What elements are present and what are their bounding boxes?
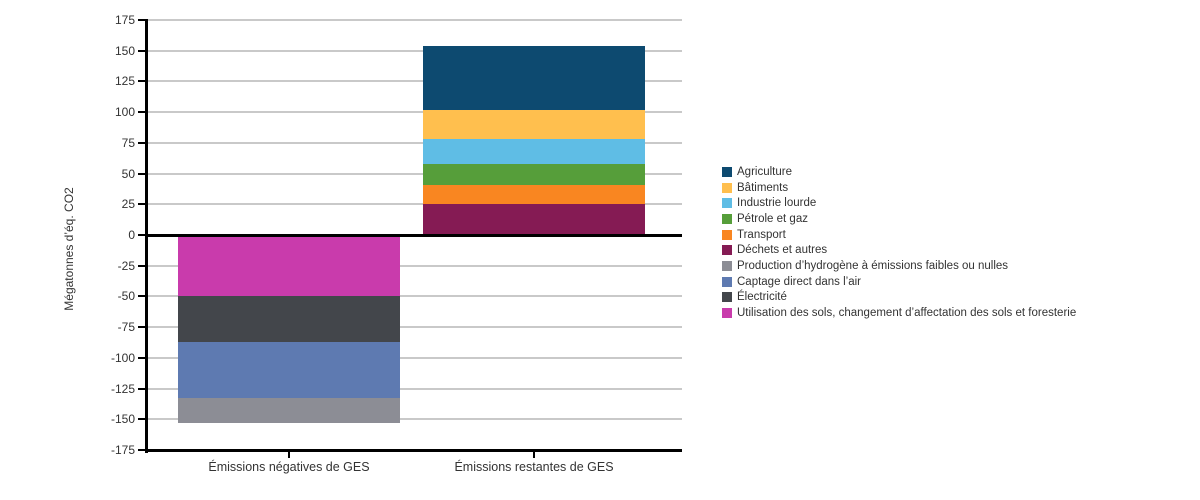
x-axis-label-negative-emissions: Émissions négatives de GES xyxy=(208,460,370,474)
y-axis-tick xyxy=(138,418,146,421)
chart-legend: Agriculture Bâtiments Industrie lourde Pétr… xyxy=(722,164,1076,321)
y-axis-tick xyxy=(138,326,146,329)
x-axis-line xyxy=(145,449,682,452)
legend-item-d-chets-et-autres[interactable]: Déchets et autres xyxy=(722,242,1076,258)
legend-item-production-d-hydrog-ne-missions-faibles-ou-nulles[interactable]: Production d’hydrogène à émissions faibl… xyxy=(722,258,1076,274)
legend-swatch-icon xyxy=(722,166,732,177)
y-axis-tick xyxy=(138,172,146,175)
gridline xyxy=(148,387,682,390)
y-tick-label: 75 xyxy=(121,135,135,150)
legend-item-lectricit[interactable]: Électricité xyxy=(722,290,1076,306)
y-tick-label: -25 xyxy=(117,258,135,273)
y-tick-label: 175 xyxy=(114,13,135,27)
legend-label: Utilisation des sols, changement d’affec… xyxy=(737,307,1077,320)
y-axis-tick xyxy=(138,203,146,206)
gridline xyxy=(148,49,682,52)
gridline xyxy=(148,141,682,144)
legend-label: Captage direct dans l’air xyxy=(737,275,862,288)
bar-segment-captage-direct-dans-l-air[interactable] xyxy=(178,341,400,399)
legend-label: Agriculture xyxy=(737,165,792,178)
legend-label: Déchets et autres xyxy=(737,244,828,257)
legend-swatch-icon xyxy=(722,308,732,319)
legend-label: Bâtiments xyxy=(737,181,789,194)
bar-segment-b-timents[interactable] xyxy=(423,109,645,140)
y-axis-tick xyxy=(138,49,146,52)
y-tick-label: -100 xyxy=(110,350,135,365)
y-axis-tick xyxy=(138,295,146,298)
y-axis-tick xyxy=(138,80,146,83)
x-axis-tick xyxy=(533,452,535,458)
y-axis-tick xyxy=(138,19,146,21)
y-axis-tick xyxy=(138,111,146,114)
y-axis-tick xyxy=(138,356,146,359)
gridline xyxy=(148,295,682,298)
legend-swatch-icon xyxy=(722,260,732,271)
bar-segment-p-trole-et-gaz[interactable] xyxy=(423,163,645,185)
gridline xyxy=(148,356,682,359)
x-axis-label-remaining-emissions: Émissions restantes de GES xyxy=(454,460,614,474)
y-tick-label: 50 xyxy=(121,166,135,181)
legend-swatch-icon xyxy=(722,182,732,193)
legend-item-industrie-lourde[interactable]: Industrie lourde xyxy=(722,195,1076,211)
gridline xyxy=(148,418,682,421)
legend-swatch-icon xyxy=(722,198,732,209)
legend-item-transport[interactable]: Transport xyxy=(722,227,1076,243)
y-tick-label: -150 xyxy=(110,412,135,427)
bar-segment-d-chets-et-autres[interactable] xyxy=(423,204,645,235)
y-axis-tick xyxy=(138,387,146,390)
y-tick-label: -125 xyxy=(110,381,135,396)
bar-segment-production-d-hydrog-ne-missions-faibles-ou-nulles[interactable] xyxy=(178,398,400,423)
legend-item-b-timents[interactable]: Bâtiments xyxy=(722,180,1076,196)
legend-swatch-icon xyxy=(722,229,732,240)
legend-swatch-icon xyxy=(722,213,732,224)
y-tick-label: -75 xyxy=(117,320,135,335)
legend-label: Pétrole et gaz xyxy=(737,212,808,225)
y-tick-label: 0 xyxy=(128,228,135,242)
gridline xyxy=(148,111,682,114)
legend-item-utilisation-des-sols-changement-d-affectation-des-sols-et-foresterie[interactable]: Utilisation des sols, changement d’affec… xyxy=(722,305,1076,321)
gridline xyxy=(148,172,682,175)
bar-segment-utilisation-des-sols-changement-d-affectation-des-sols-et-foresterie[interactable] xyxy=(178,235,400,297)
y-tick-label: -175 xyxy=(110,443,135,457)
legend-swatch-icon xyxy=(722,276,732,287)
y-axis-tick xyxy=(138,449,146,451)
y-tick-label: -50 xyxy=(117,289,135,304)
legend-item-captage-direct-dans-l-air[interactable]: Captage direct dans l’air xyxy=(722,274,1076,290)
legend-label: Transport xyxy=(737,228,786,241)
y-tick-label: 100 xyxy=(114,105,135,120)
bar-segment-agriculture[interactable] xyxy=(423,45,645,110)
y-axis-title: Mégatonnes d’éq. CO2 xyxy=(62,187,76,311)
bar-segment-lectricit[interactable] xyxy=(178,296,400,342)
bar-segment-transport[interactable] xyxy=(423,184,645,205)
legend-label: Production d’hydrogène à émissions faibl… xyxy=(737,259,1009,272)
y-tick-label: 25 xyxy=(121,197,135,212)
y-axis-tick xyxy=(138,264,146,267)
legend-swatch-icon xyxy=(722,245,732,256)
x-axis-tick xyxy=(288,452,290,458)
gridline xyxy=(148,264,682,267)
gridline xyxy=(148,19,682,21)
legend-swatch-icon xyxy=(722,292,732,303)
legend-item-agriculture[interactable]: Agriculture xyxy=(722,164,1076,180)
bar-segment-industrie-lourde[interactable] xyxy=(423,139,645,164)
y-axis-line xyxy=(145,19,148,453)
gridline xyxy=(148,80,682,83)
y-tick-label: 150 xyxy=(114,43,135,58)
zero-baseline xyxy=(145,233,682,237)
y-axis-tick xyxy=(138,141,146,144)
y-tick-label: 125 xyxy=(114,74,135,89)
legend-label: Électricité xyxy=(737,291,787,304)
y-axis-tick xyxy=(138,234,146,236)
legend-item-p-trole-et-gaz[interactable]: Pétrole et gaz xyxy=(722,211,1076,227)
gridline xyxy=(148,203,682,206)
gridline xyxy=(148,326,682,329)
legend-label: Industrie lourde xyxy=(737,197,817,210)
